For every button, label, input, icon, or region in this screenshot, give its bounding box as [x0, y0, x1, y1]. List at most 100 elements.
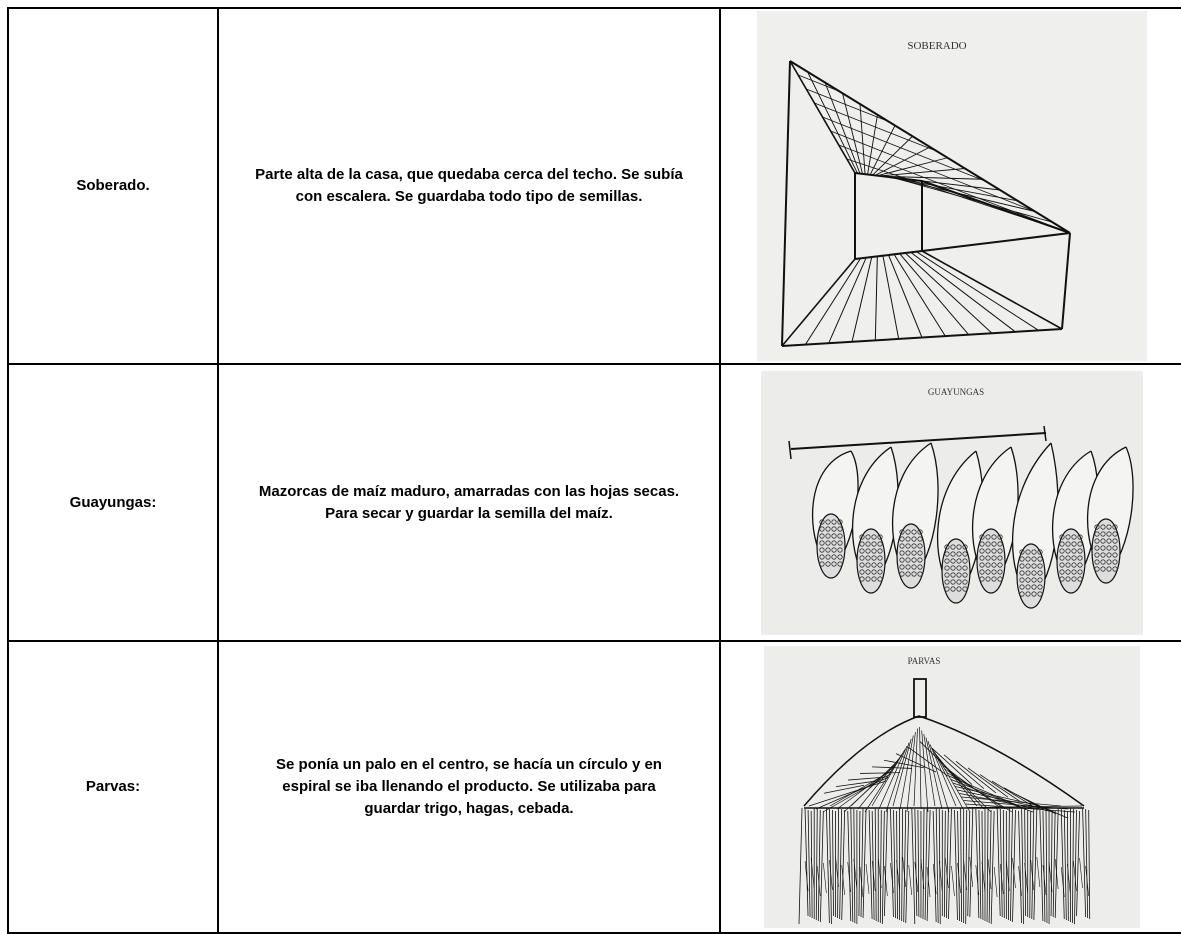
sketch-stroke: [978, 554, 985, 561]
sketch-stroke: [1090, 517, 1121, 584]
sketch-stroke: [1036, 569, 1043, 576]
sketch-stroke: [916, 528, 923, 535]
sketch-stroke: [818, 532, 825, 539]
sketch-stroke: [978, 533, 985, 540]
sketch-stroke: [1076, 533, 1083, 540]
sketch-stroke: [1024, 555, 1031, 562]
sketch-stroke: [862, 808, 866, 919]
sketch-stroke: [918, 726, 921, 810]
sketch-stroke: [870, 547, 877, 554]
sketch-stroke: [1020, 807, 1024, 925]
sketch-stroke: [1070, 533, 1077, 540]
sketch-stroke: [871, 766, 912, 769]
sketch-stroke: [904, 810, 909, 924]
sketch-stroke: [889, 176, 1035, 212]
sketch-stroke: [870, 575, 877, 582]
sketch-stroke: [906, 731, 916, 813]
sketch-stroke: [1111, 523, 1118, 530]
sketch-stroke: [898, 549, 905, 556]
sketch-stroke: [1070, 540, 1077, 547]
sketch-stroke: [1105, 544, 1112, 551]
sketch-stroke: [1036, 856, 1040, 888]
sketch-stroke: [824, 82, 860, 174]
sketch-stroke: [1024, 569, 1031, 576]
sketch-stroke: [884, 176, 1000, 191]
sketch-stroke: [949, 585, 956, 592]
sketch-stroke: [874, 146, 930, 176]
sketch-stroke: [858, 540, 865, 547]
sketch-stroke: [864, 561, 871, 568]
sketch-stroke: [996, 547, 1003, 554]
sketch-stroke: [876, 554, 883, 561]
sketch-stroke: [1064, 561, 1071, 568]
sketch-stroke: [1058, 575, 1065, 582]
sketch-stroke: [990, 533, 997, 540]
sketch-stroke: [876, 533, 883, 540]
sketch-stroke: [1066, 863, 1071, 895]
sketch-stroke: [804, 808, 808, 917]
sketch-stroke: [1076, 561, 1083, 568]
sketch-stroke: [1070, 575, 1077, 582]
sketch-stroke: [858, 554, 865, 561]
sketch-stroke: [978, 540, 985, 547]
sketch-stroke: [881, 255, 899, 340]
sketch-stroke: [996, 533, 1003, 540]
sketch-stroke: [1076, 568, 1083, 575]
sketch-stroke: [898, 542, 905, 549]
sketch-stroke: [828, 808, 832, 925]
sketch-stroke: [871, 810, 875, 921]
sketch-stroke: [818, 518, 825, 525]
row: Guayungas: Mazorcas de maíz maduro, amar…: [7, 363, 1181, 642]
sketch-stroke: [810, 857, 814, 889]
sketch-stroke: [898, 535, 905, 542]
sketch-stroke: [879, 809, 882, 924]
sketch-stroke: [1024, 590, 1031, 597]
sketch-stroke: [836, 546, 843, 553]
sketch-stroke: [1064, 568, 1071, 575]
sketch-stroke: [922, 807, 924, 920]
sketch-stroke: [824, 546, 831, 553]
sketch-stroke: [940, 537, 971, 604]
sketch-stroke: [804, 258, 861, 345]
sketch-stroke: [1036, 555, 1043, 562]
sketch-stroke: [1017, 810, 1022, 924]
sketch-stroke: [869, 125, 895, 176]
sketch-stroke: [1071, 808, 1074, 924]
sketch-stroke: [818, 539, 825, 546]
sketch-stroke: [1105, 558, 1112, 565]
sketch-stroke: [825, 807, 830, 924]
sketch-stroke: [813, 102, 937, 152]
sketch-stroke: [1030, 583, 1037, 590]
sketch-stroke: [1076, 554, 1083, 561]
sketch-stroke: [1023, 862, 1028, 894]
sketch-stroke: [871, 860, 875, 892]
sketch-stroke: [883, 759, 924, 769]
sketch-stroke: [836, 553, 843, 560]
sketch-stroke: [855, 527, 886, 594]
sketch-stroke: [913, 728, 918, 807]
description: Parte alta de la casa, que quedaba cerca…: [217, 7, 721, 365]
sketch-stroke: [847, 776, 888, 781]
sketch-stroke: [824, 553, 831, 560]
sketch-stroke: [1018, 555, 1025, 562]
sketch-stroke: [1111, 544, 1118, 551]
sketch-stroke: [1024, 562, 1031, 569]
sketch-stroke: [835, 780, 876, 788]
sketch-stroke: [1058, 540, 1065, 547]
sketch-stroke: [988, 809, 991, 924]
sketch-stroke: [798, 807, 802, 925]
sketch-stroke: [899, 735, 914, 810]
sketch-stroke: [959, 807, 962, 923]
sketch-stroke: [907, 746, 948, 777]
sketch-stroke: [996, 554, 1003, 561]
sketch-stroke: [978, 809, 981, 920]
sketch-stroke: [1111, 565, 1118, 572]
sketch-stroke: [874, 807, 877, 922]
sketch-stroke: [866, 114, 878, 175]
sketch-stroke: [1030, 576, 1037, 583]
sketch-stroke: [864, 547, 871, 554]
sketch-stroke: [830, 532, 837, 539]
sketch-stroke: [870, 533, 877, 540]
sketch-stroke: [1105, 537, 1112, 544]
sketch-stroke: [990, 547, 997, 554]
